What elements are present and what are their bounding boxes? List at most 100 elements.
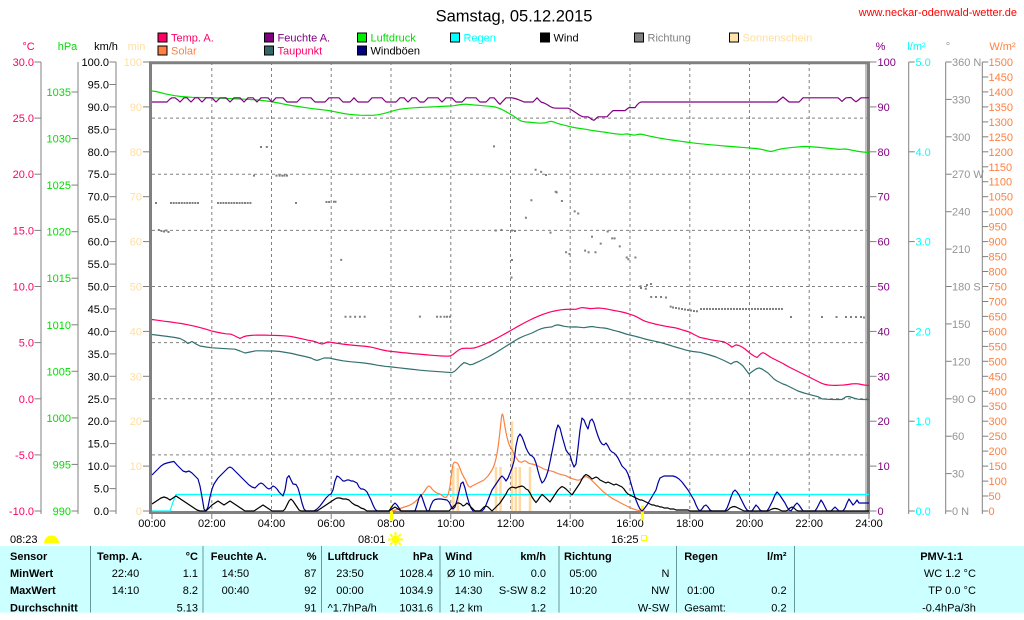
svg-text:1100: 1100 — [989, 177, 1013, 189]
svg-text:20:00: 20:00 — [736, 518, 764, 530]
svg-text:10:20: 10:20 — [569, 585, 597, 597]
svg-text:0: 0 — [136, 506, 142, 518]
svg-text:°: ° — [946, 41, 950, 53]
svg-text:8.2: 8.2 — [183, 585, 198, 597]
svg-text:min: min — [128, 41, 146, 53]
svg-text:92: 92 — [304, 585, 316, 597]
svg-text:14:10: 14:10 — [112, 585, 140, 597]
svg-text:4.0: 4.0 — [916, 147, 931, 159]
svg-text:300: 300 — [989, 416, 1007, 428]
svg-text:85.0: 85.0 — [88, 124, 109, 136]
svg-text:Sonnenschein: Sonnenschein — [743, 33, 813, 45]
svg-text:W-SW: W-SW — [638, 602, 670, 614]
svg-text:100: 100 — [989, 476, 1007, 488]
svg-text:°C: °C — [22, 41, 34, 53]
svg-text:800: 800 — [989, 267, 1007, 279]
svg-text:70: 70 — [130, 192, 142, 204]
svg-text:70.0: 70.0 — [88, 192, 109, 204]
svg-text:1.0: 1.0 — [916, 416, 931, 428]
svg-text:60: 60 — [878, 237, 890, 249]
svg-text:0.2: 0.2 — [771, 585, 786, 597]
svg-text:30: 30 — [878, 371, 890, 383]
svg-text:0: 0 — [878, 506, 884, 518]
svg-text:hPa: hPa — [413, 551, 434, 563]
svg-text:0.2: 0.2 — [771, 602, 786, 614]
svg-text:16:25: 16:25 — [611, 534, 639, 546]
svg-text:hPa: hPa — [58, 41, 78, 53]
svg-text:10: 10 — [878, 461, 890, 473]
svg-text:01:00: 01:00 — [687, 585, 715, 597]
svg-text:S-SW 8.2: S-SW 8.2 — [499, 585, 546, 597]
svg-text:Feuchte A.: Feuchte A. — [278, 33, 331, 45]
svg-text:50: 50 — [989, 491, 1001, 503]
svg-text:180 S: 180 S — [952, 282, 981, 294]
svg-text:70: 70 — [878, 192, 890, 204]
svg-text:-0.4hPa/3h: -0.4hPa/3h — [922, 602, 976, 614]
svg-text:0 N: 0 N — [952, 506, 969, 518]
svg-text:50.0: 50.0 — [88, 282, 109, 294]
svg-text:650: 650 — [989, 311, 1007, 323]
svg-text:1.1: 1.1 — [183, 568, 198, 580]
svg-text:Temp. A.: Temp. A. — [171, 33, 214, 45]
svg-text:00:00: 00:00 — [138, 518, 166, 530]
svg-text:1400: 1400 — [989, 87, 1013, 99]
svg-text:Luftdruck: Luftdruck — [371, 33, 417, 45]
svg-text:06:00: 06:00 — [317, 518, 345, 530]
svg-text:14:00: 14:00 — [556, 518, 584, 530]
svg-text:2.0: 2.0 — [916, 326, 931, 338]
svg-text:60: 60 — [952, 431, 964, 443]
svg-text:95.0: 95.0 — [88, 80, 109, 92]
svg-text:5.0: 5.0 — [916, 57, 931, 69]
svg-text:65.0: 65.0 — [88, 214, 109, 226]
svg-text:700: 700 — [989, 297, 1007, 309]
svg-text:0.0: 0.0 — [531, 568, 546, 580]
svg-text:^1.7hPa/h: ^1.7hPa/h — [328, 602, 377, 614]
svg-text:Sensor: Sensor — [10, 551, 48, 563]
svg-text:30.0: 30.0 — [13, 57, 34, 69]
svg-text:00:00: 00:00 — [336, 585, 364, 597]
svg-text:04:00: 04:00 — [258, 518, 286, 530]
svg-text:15.0: 15.0 — [88, 439, 109, 451]
svg-text:16:00: 16:00 — [616, 518, 644, 530]
svg-text:500: 500 — [989, 356, 1007, 368]
svg-text:60.0: 60.0 — [88, 237, 109, 249]
svg-text:MinWert: MinWert — [10, 568, 54, 580]
svg-text:200: 200 — [989, 446, 1007, 458]
svg-text:23:50: 23:50 — [336, 568, 364, 580]
svg-text:1500: 1500 — [989, 57, 1013, 69]
svg-text:150: 150 — [952, 319, 970, 331]
svg-text:05:00: 05:00 — [569, 568, 597, 580]
svg-text:NW: NW — [651, 585, 670, 597]
svg-text:Wind: Wind — [554, 33, 579, 45]
svg-text:360 N: 360 N — [952, 57, 981, 69]
svg-text:30.0: 30.0 — [88, 371, 109, 383]
svg-text:90: 90 — [130, 102, 142, 114]
svg-text:91: 91 — [304, 602, 316, 614]
svg-text:55.0: 55.0 — [88, 259, 109, 271]
svg-text:km/h: km/h — [94, 41, 118, 53]
svg-text:25.0: 25.0 — [88, 394, 109, 406]
svg-text:10.0: 10.0 — [88, 461, 109, 473]
svg-text:24:00: 24:00 — [855, 518, 883, 530]
svg-text:100.0: 100.0 — [81, 57, 109, 69]
svg-text:Feuchte A.: Feuchte A. — [211, 551, 267, 563]
svg-text:100: 100 — [878, 57, 896, 69]
svg-text:240: 240 — [952, 207, 970, 219]
svg-text:950: 950 — [989, 222, 1007, 234]
svg-text:1034.9: 1034.9 — [399, 585, 433, 597]
svg-text:330: 330 — [952, 94, 970, 106]
svg-text:750: 750 — [989, 282, 1007, 294]
svg-text:Taupunkt: Taupunkt — [278, 46, 323, 58]
svg-text:150: 150 — [989, 461, 1007, 473]
svg-text:1200: 1200 — [989, 147, 1013, 159]
svg-text:N: N — [661, 568, 669, 580]
svg-text:1020: 1020 — [47, 227, 71, 239]
svg-text:%: % — [876, 41, 886, 53]
svg-text:990: 990 — [53, 506, 71, 518]
svg-text:1031.6: 1031.6 — [399, 602, 433, 614]
svg-text:WC 1.2 °C: WC 1.2 °C — [924, 568, 976, 580]
svg-text:0: 0 — [989, 506, 995, 518]
svg-text:22:00: 22:00 — [795, 518, 823, 530]
svg-text:1030: 1030 — [47, 134, 71, 146]
svg-text:1150: 1150 — [989, 162, 1013, 174]
